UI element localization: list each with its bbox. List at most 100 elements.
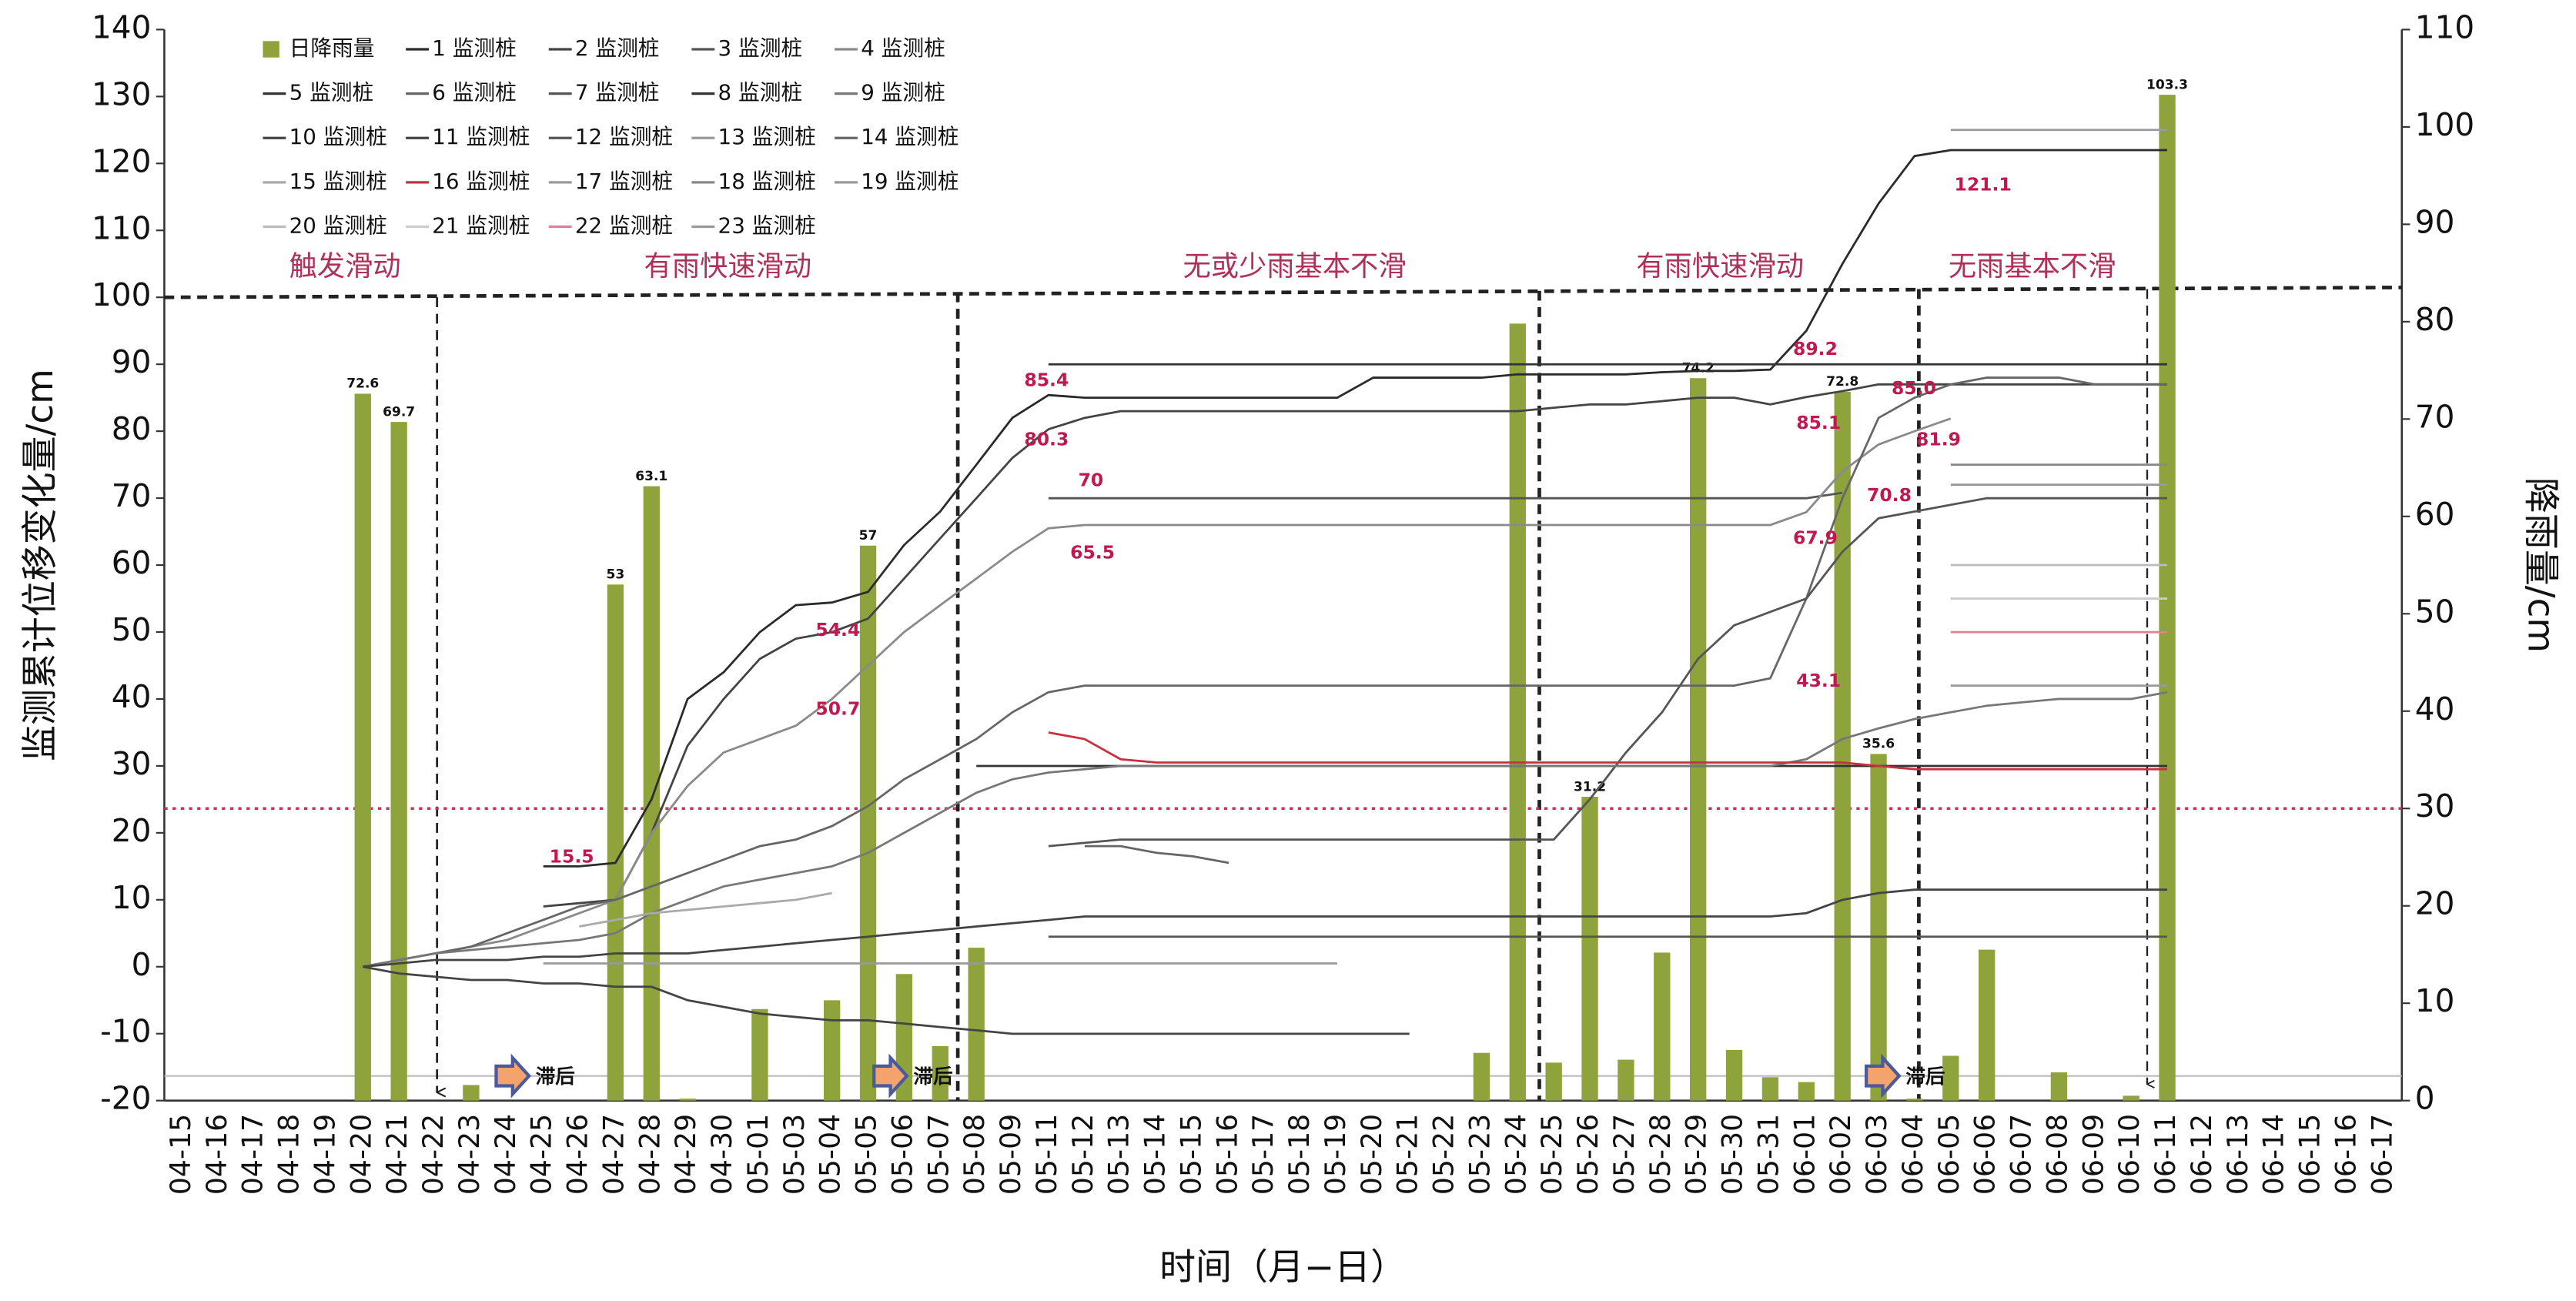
rain-bar bbox=[607, 584, 624, 1101]
bar-value-label: 69.7 bbox=[383, 404, 415, 420]
x-tick-label: 04-18 bbox=[273, 1114, 306, 1195]
x-tick-label: 05-28 bbox=[1644, 1114, 1677, 1195]
x-tick-label: 04-29 bbox=[669, 1114, 702, 1195]
rain-bar bbox=[1654, 952, 1671, 1101]
annotation: 89.2 bbox=[1793, 338, 1838, 360]
legend-label: 10 监测桩 bbox=[289, 124, 387, 149]
rain-bar bbox=[1906, 1099, 1923, 1101]
rain-bar bbox=[2159, 95, 2176, 1101]
x-tick-label: 05-06 bbox=[885, 1114, 918, 1195]
annotation: 50.7 bbox=[815, 697, 860, 719]
lag-label: 滞后 bbox=[913, 1065, 952, 1089]
x-tick-label: 05-23 bbox=[1463, 1114, 1496, 1195]
x-tick-label: 05-21 bbox=[1391, 1114, 1424, 1195]
lag-label: 滞后 bbox=[1905, 1065, 1945, 1089]
annotation: 70 bbox=[1079, 470, 1104, 491]
x-tick-label: 06-14 bbox=[2257, 1114, 2290, 1195]
x-tick-label: 06-16 bbox=[2329, 1114, 2362, 1195]
y-tick-label: 90 bbox=[112, 343, 152, 380]
rain-bar bbox=[463, 1085, 480, 1101]
y-tick-label: 130 bbox=[92, 75, 151, 112]
x-tick-label: 06-15 bbox=[2293, 1114, 2327, 1195]
rain-bar bbox=[1870, 754, 1887, 1101]
rain-bar bbox=[354, 393, 371, 1101]
rain-bar bbox=[1689, 378, 1707, 1101]
legend-label: 18 监测桩 bbox=[718, 169, 816, 194]
stage-label: 触发滑动 bbox=[289, 249, 401, 283]
y-tick-label: 0 bbox=[132, 946, 152, 983]
rain-bar bbox=[1545, 1062, 1562, 1101]
bar-value-label: 72.6 bbox=[346, 376, 379, 392]
y2-tick-label: 40 bbox=[2415, 691, 2455, 727]
rain-bar bbox=[1473, 1052, 1490, 1101]
rain-bar bbox=[1725, 1049, 1743, 1101]
annotation: 121.1 bbox=[1954, 174, 2011, 196]
rain-bar bbox=[823, 1000, 841, 1101]
legend-label: 4 监测桩 bbox=[861, 35, 945, 61]
rain-bar bbox=[859, 545, 877, 1101]
legend-label: 1 监测桩 bbox=[432, 35, 517, 61]
y2-tick-label: 30 bbox=[2415, 788, 2455, 824]
rain-bar bbox=[390, 422, 407, 1101]
annotation: 15.5 bbox=[550, 845, 594, 867]
bar-value-label: 31.2 bbox=[1574, 779, 1606, 794]
x-tick-label: 05-29 bbox=[1680, 1114, 1713, 1195]
x-tick-label: 05-05 bbox=[850, 1114, 883, 1195]
x-tick-label: 06-13 bbox=[2221, 1114, 2254, 1195]
x-tick-label: 06-05 bbox=[1932, 1114, 1965, 1195]
y-tick-label: 120 bbox=[92, 142, 151, 179]
y-tick-label: 110 bbox=[92, 209, 151, 246]
stage-label: 无或少雨基本不滑 bbox=[1183, 249, 1406, 283]
x-tick-label: 05-01 bbox=[741, 1114, 774, 1195]
legend-label: 22 监测桩 bbox=[575, 212, 673, 238]
x-tick-label: 05-09 bbox=[994, 1114, 1027, 1195]
rain-bar bbox=[1509, 323, 1526, 1101]
y-tick-label: 50 bbox=[112, 611, 152, 648]
displacement-line bbox=[1084, 844, 1229, 865]
x-tick-label: 06-09 bbox=[2076, 1114, 2109, 1195]
legend-label: 2 监测桩 bbox=[575, 35, 660, 61]
legend-label: 12 监测桩 bbox=[575, 124, 673, 149]
y2-tick-label: 80 bbox=[2415, 301, 2455, 338]
y-tick-label: 100 bbox=[92, 276, 151, 313]
x-tick-label: 05-07 bbox=[922, 1114, 955, 1195]
legend-label: 5 监测桩 bbox=[289, 80, 374, 105]
legend-label: 6 监测桩 bbox=[432, 80, 517, 105]
x-tick-label: 04-19 bbox=[308, 1114, 341, 1195]
y2-tick-label: 90 bbox=[2415, 203, 2455, 240]
x-tick-label: 04-25 bbox=[525, 1114, 558, 1195]
x-tick-label: 06-11 bbox=[2149, 1114, 2182, 1195]
legend-label: 23 监测桩 bbox=[718, 212, 816, 238]
x-tick-label: 05-22 bbox=[1427, 1114, 1460, 1195]
legend-label: 21 监测桩 bbox=[432, 212, 530, 238]
x-axis-title: 时间（月−日） bbox=[1159, 1246, 1407, 1289]
y2-axis-title: 降雨量/cm bbox=[2519, 477, 2561, 653]
rain-bar bbox=[1618, 1059, 1634, 1101]
y-tick-label: 30 bbox=[112, 745, 152, 782]
displacement-line bbox=[362, 691, 2168, 968]
legend-label: 11 监测桩 bbox=[432, 124, 530, 149]
stage-frame bbox=[164, 286, 2402, 1101]
displacement-line bbox=[1048, 491, 1843, 500]
x-tick-label: 05-12 bbox=[1066, 1114, 1099, 1195]
y2-tick-label: 110 bbox=[2415, 8, 2474, 45]
rain-bar bbox=[643, 486, 660, 1101]
x-tick-label: 04-21 bbox=[380, 1114, 413, 1195]
displacement-line bbox=[362, 417, 1952, 968]
displacement-line bbox=[362, 965, 1410, 1035]
displacement-line bbox=[543, 149, 2168, 868]
y-tick-label: 80 bbox=[112, 410, 152, 447]
x-tick-label: 04-15 bbox=[164, 1114, 197, 1195]
legend-label: 15 监测桩 bbox=[289, 169, 387, 194]
y-tick-label: 40 bbox=[112, 678, 152, 715]
x-tick-label: 05-18 bbox=[1283, 1114, 1316, 1195]
y-tick-label: 10 bbox=[112, 879, 152, 916]
legend-label: 17 监测桩 bbox=[575, 169, 673, 194]
rain-bar bbox=[1979, 949, 1996, 1101]
legend-label: 16 监测桩 bbox=[432, 169, 530, 194]
rain-bar bbox=[2050, 1072, 2068, 1101]
bar-value-label: 57 bbox=[859, 528, 878, 543]
x-tick-label: 04-30 bbox=[705, 1114, 738, 1195]
x-tick-label: 06-04 bbox=[1896, 1114, 1929, 1195]
